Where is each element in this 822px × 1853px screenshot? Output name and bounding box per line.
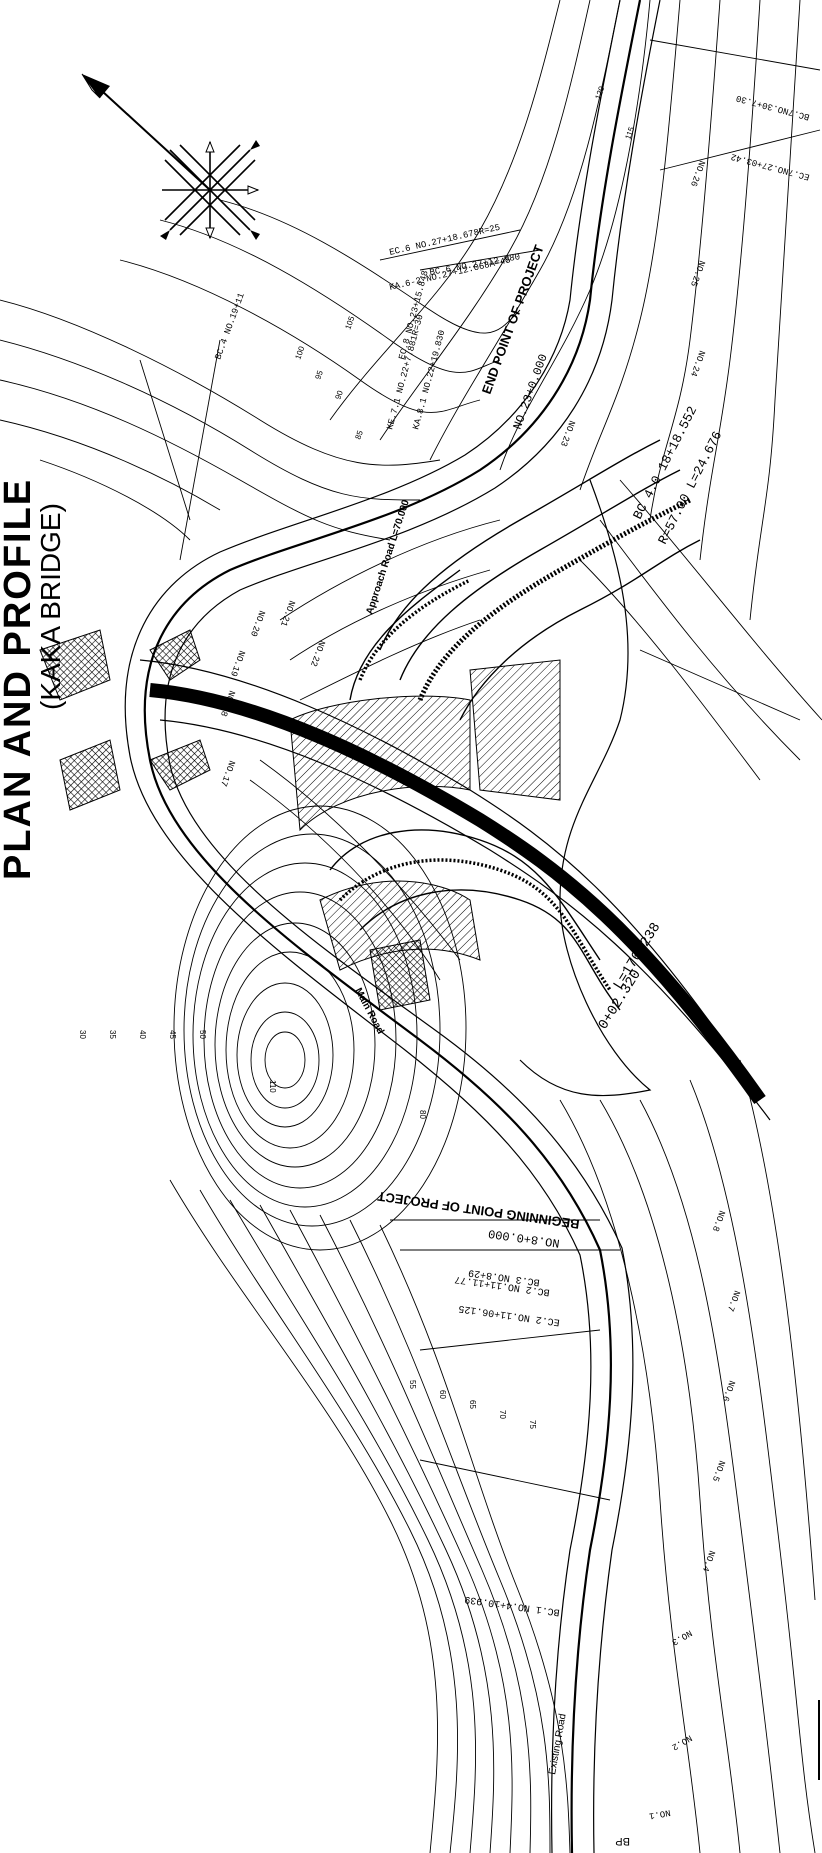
station-no1: NO.1 [648, 1807, 671, 1821]
station-no3: NO.3 [670, 1627, 694, 1646]
station-no24: NO.24 [688, 349, 707, 378]
elev-110: 110 [268, 1080, 277, 1093]
station-no8: NO.8 [710, 1209, 727, 1233]
north-arrow-icon [81, 73, 260, 240]
drawing-title: PLAN AND PROFILE [0, 478, 39, 880]
cut-fill-areas [39, 629, 561, 1011]
station-no7: NO.7 [725, 1289, 742, 1313]
station-no17: NO.17 [218, 759, 237, 788]
elev-75: 75 [528, 1420, 537, 1429]
elev-95: 95 [313, 369, 325, 381]
bridge-ramp-structures [139, 439, 771, 1121]
begin-point-label: BEGINNING POINT OF PROJECT [377, 1189, 581, 1232]
elev-30: 30 [78, 1030, 87, 1039]
station-no5: NO.5 [710, 1459, 727, 1483]
station-no20: NO.20 [248, 609, 267, 638]
curve-label-ec6: EC.6 NO.27+18.678R=25 [388, 223, 501, 258]
station-no2: NO.2 [670, 1732, 694, 1751]
elev-50: 50 [198, 1030, 207, 1039]
curve-label-ka6: KA.6-2 NO.27+12.068A=45 [388, 255, 511, 293]
station-no21: NO.21 [278, 599, 297, 628]
approach-road-label: Approach Road L=70.000 [364, 498, 412, 616]
begin-station-label: NO.8+0.000 [487, 1226, 560, 1250]
station-no23: NO.23 [558, 419, 577, 448]
bp-label: BP [615, 1835, 630, 1847]
elev-40: 40 [138, 1030, 147, 1039]
elev-70: 70 [498, 1410, 507, 1419]
elev-115: 115 [623, 125, 636, 141]
elev-85: 85 [353, 429, 365, 441]
elev-100: 100 [293, 345, 306, 361]
elev-120: 120 [593, 85, 606, 101]
station-no26: NO.26 [688, 159, 707, 188]
curve-label-ec7: EC.7NO.27+03.42 [730, 151, 811, 182]
curve-label-bc1: BC.1 NO.4+10.939 [464, 1593, 561, 1617]
elev-90: 90 [333, 389, 345, 401]
elev-60: 60 [438, 1390, 447, 1399]
curve-label-bc7: BC.7NO.30+7.30 [735, 93, 811, 122]
end-station-label: NO.23+0.000 [511, 352, 551, 431]
elev-55: 55 [408, 1380, 417, 1389]
elev-105: 105 [343, 315, 356, 331]
station-labels: NO.1 NO.2 NO.3 NO.4 NO.5 NO.6 NO.7 NO.8 … [218, 159, 742, 1821]
elev-65: 65 [468, 1400, 477, 1409]
existing-road-label: Existing Road [547, 1713, 569, 1776]
elev-80: 80 [418, 1110, 427, 1119]
main-road-alignment [124, 0, 661, 1853]
station-no19: NO.19 [228, 649, 247, 678]
elev-35: 35 [108, 1030, 117, 1039]
station-no22: NO.22 [308, 639, 327, 668]
station-no4: NO.4 [700, 1549, 717, 1573]
curve-label-ec2: EC.2 NO.11+06.125 [458, 1302, 561, 1327]
station-no25: NO.25 [688, 259, 707, 288]
elev-45: 45 [168, 1030, 177, 1039]
callout-leaders [139, 39, 821, 1501]
elevation-labels: 30 35 40 45 50 55 60 65 70 75 80 85 90 9… [78, 85, 636, 1430]
